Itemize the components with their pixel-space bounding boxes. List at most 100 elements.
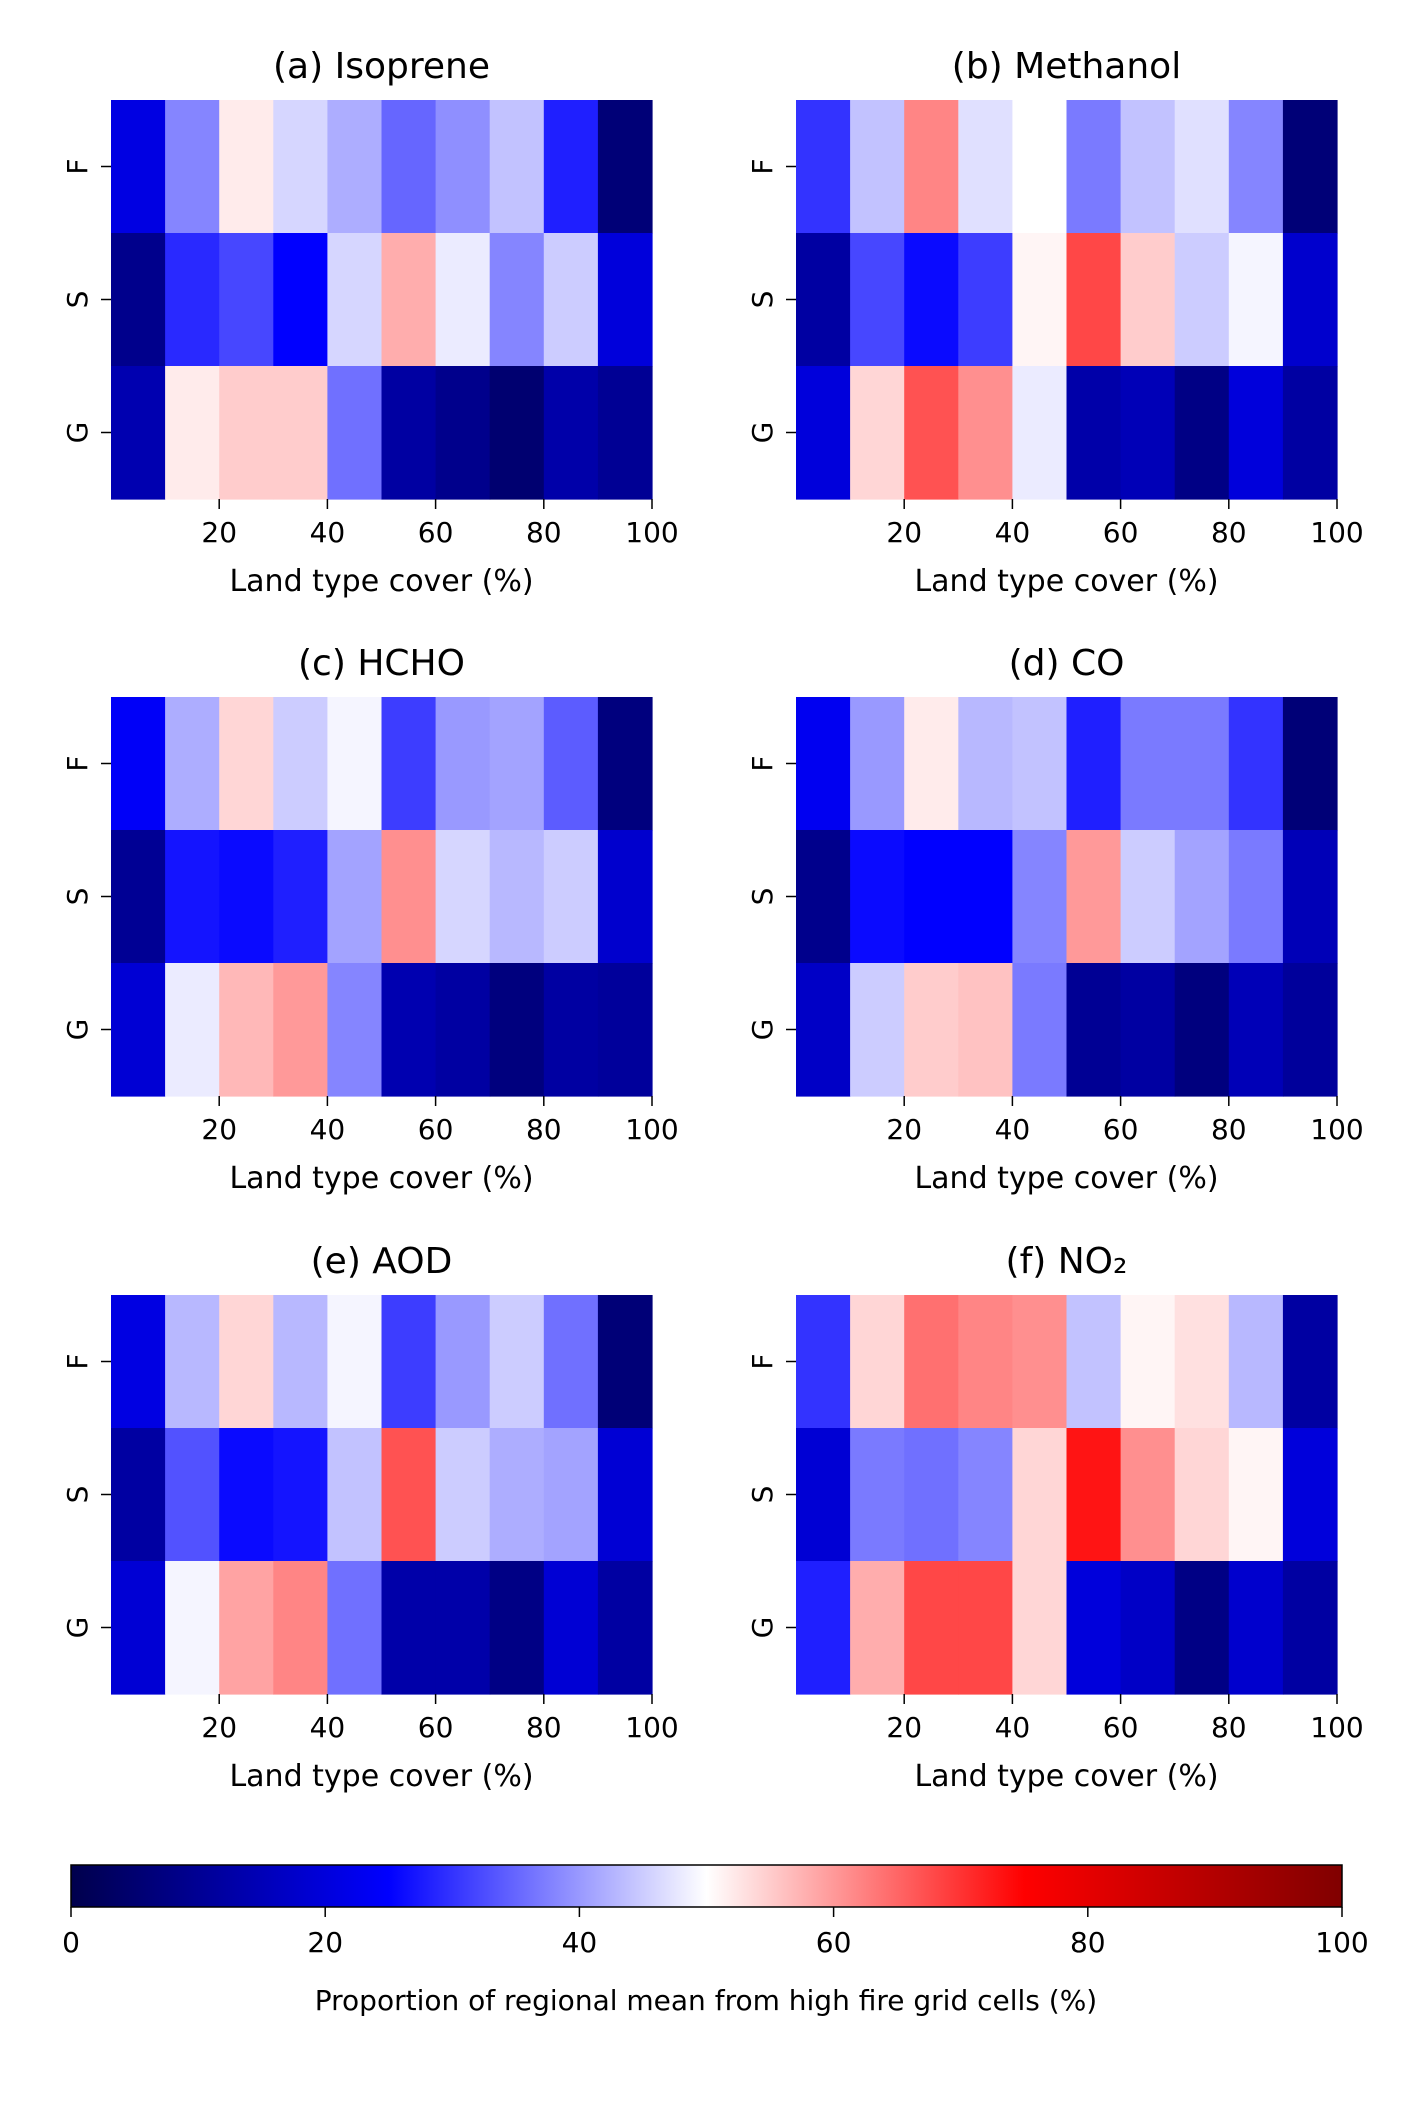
heatmap-cell: [904, 1295, 959, 1429]
heatmap-cell: [435, 830, 491, 964]
heatmap-cell: [1174, 697, 1230, 831]
y-tick-label: F: [746, 158, 779, 174]
heatmap-cell: [958, 830, 1013, 964]
heatmap-cell: [273, 697, 328, 831]
x-axis-label: Land type cover (%): [914, 564, 1218, 599]
heatmap-cell: [381, 1295, 437, 1429]
heatmap-cell: [796, 963, 851, 1097]
heatmap-cell: [958, 366, 1013, 500]
heatmap-cell: [543, 963, 599, 1097]
heatmap-cell: [489, 1561, 545, 1695]
x-tick-label: 40: [310, 1711, 346, 1744]
colorbar-ramp: [70, 1864, 1343, 1908]
heatmap-cell: [597, 366, 653, 500]
heatmap-cell: [543, 233, 599, 367]
heatmap-cell: [273, 100, 328, 234]
heatmap-cell: [597, 100, 653, 234]
y-tick-label: F: [61, 755, 94, 771]
heatmap-cell: [165, 233, 220, 367]
heatmap-cell: [850, 233, 905, 367]
heatmap-cell: [543, 830, 599, 964]
heatmap-cell: [904, 963, 959, 1097]
heatmap-cell: [543, 1561, 599, 1695]
heatmap-cell: [219, 233, 274, 367]
heatmap-cell: [219, 830, 274, 964]
x-tick-label: 60: [418, 1711, 454, 1744]
heatmap-cell: [111, 830, 166, 964]
heatmap-cell: [904, 233, 959, 367]
heatmap-cell: [381, 1561, 437, 1695]
heatmap-cell: [111, 100, 166, 234]
x-tick-label: 80: [1211, 1113, 1247, 1146]
heatmap-cell: [381, 100, 437, 234]
y-tick-label: S: [746, 888, 779, 906]
colorbar-ticks: 0 20 40 60 80 100: [62, 1907, 1369, 1959]
heatmap-cell: [489, 697, 545, 831]
x-tick-label: 40: [995, 1711, 1031, 1744]
x-axis-label: Land type cover (%): [914, 1759, 1218, 1794]
heatmap-cell: [435, 697, 491, 831]
heatmap-cell: [219, 366, 274, 500]
panel-title: (e) AOD: [311, 1241, 453, 1282]
heatmap-cell: [1228, 100, 1284, 234]
heatmap-cell: [111, 1561, 166, 1695]
heatmap-cell: [219, 1428, 274, 1562]
heatmap-cell: [904, 100, 959, 234]
x-tick-label: 100: [625, 1113, 678, 1146]
x-axis-label: Land type cover (%): [914, 1161, 1218, 1196]
heatmap-cell: [1282, 1428, 1338, 1562]
heatmap-cell: [273, 1561, 328, 1695]
heatmap-cell: [796, 100, 851, 234]
heatmap-cell: [1282, 1561, 1338, 1695]
y-tick-label: G: [746, 422, 779, 444]
heatmap-cell: [1282, 1295, 1338, 1429]
heatmap-cell: [1012, 233, 1068, 367]
heatmap-cell: [850, 963, 905, 1097]
heatmap-cell: [435, 963, 491, 1097]
colorbar-tick-label: 40: [562, 1926, 598, 1959]
heatmap-cell: [904, 1428, 959, 1562]
heatmap-cell: [958, 1295, 1013, 1429]
y-tick-label: G: [61, 422, 94, 444]
x-tick-label: 100: [1310, 1711, 1363, 1744]
heatmap-cell: [165, 1428, 220, 1562]
heatmap-cell: [1174, 366, 1230, 500]
heatmap-cell: [1066, 1428, 1122, 1562]
heatmap-cell: [1066, 366, 1122, 500]
heatmap-cell: [165, 697, 220, 831]
x-tick-label: 60: [1103, 1711, 1139, 1744]
heatmap-cell: [958, 100, 1013, 234]
heatmap-cell: [850, 830, 905, 964]
heatmap-cell: [1066, 963, 1122, 1097]
heatmap-cell: [165, 830, 220, 964]
y-tick-label: G: [61, 1019, 94, 1041]
heatmap-cell: [1012, 1295, 1068, 1429]
heatmap-cell: [796, 1295, 851, 1429]
heatmap-cell: [489, 366, 545, 500]
heatmap-panel: (e) AOD 20 40 60 80 100 Land type cover (%) F S G: [61, 1241, 679, 1794]
heatmap-cell: [381, 830, 437, 964]
x-tick-label: 20: [201, 1113, 237, 1146]
x-tick-label: 80: [1211, 516, 1247, 549]
heatmap-cell: [1228, 1295, 1284, 1429]
heatmap-cell: [111, 233, 166, 367]
heatmap-cell: [1012, 830, 1068, 964]
heatmap-cell: [1012, 963, 1068, 1097]
heatmap-cell: [327, 100, 383, 234]
heatmap-cell: [1012, 366, 1068, 500]
heatmap-cell: [327, 963, 383, 1097]
heatmap-cell: [1066, 233, 1122, 367]
x-axis-label: Land type cover (%): [229, 1161, 533, 1196]
x-tick-label: 20: [201, 1711, 237, 1744]
x-tick-label: 40: [995, 516, 1031, 549]
heatmap-cell: [958, 1561, 1013, 1695]
heatmap-cell: [1228, 963, 1284, 1097]
heatmap-cell: [597, 697, 653, 831]
heatmap-cell: [1282, 366, 1338, 500]
heatmap-cell: [1120, 697, 1176, 831]
heatmap-cell: [1120, 233, 1176, 367]
heatmap-cell: [850, 697, 905, 831]
x-tick-label: 60: [418, 516, 454, 549]
colorbar-tick-label: 80: [1070, 1926, 1106, 1959]
heatmap-cell: [219, 697, 274, 831]
